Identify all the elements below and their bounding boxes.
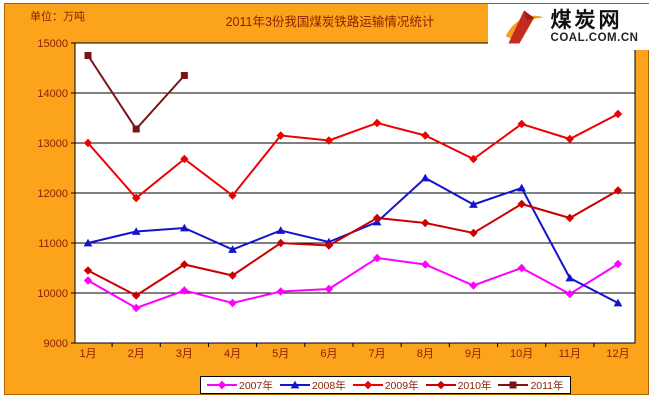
series-marker-2008年 (517, 183, 527, 192)
series-marker-2010年 (421, 218, 430, 228)
series-marker-2008年 (228, 245, 237, 253)
x-axis-label: 7月 (369, 348, 386, 360)
series-marker-2010年 (180, 260, 189, 269)
x-axis-label: 9月 (465, 348, 482, 360)
y-axis-label: 11000 (38, 238, 68, 250)
series-marker-2007年 (421, 260, 430, 269)
series-marker-2007年 (469, 281, 478, 290)
series-marker-2009年 (565, 134, 575, 144)
unit-label: 单位：万吨 (30, 11, 85, 23)
legend-marker-icon (352, 380, 383, 390)
y-axis-label: 10000 (37, 288, 68, 300)
series-marker-2010年 (372, 213, 382, 223)
series-marker-2009年 (469, 154, 478, 164)
coal-site-logo: 煤炭网 COAL.COM.CN (488, 4, 652, 50)
series-marker-2009年 (83, 138, 93, 148)
series-marker-2007年 (372, 253, 382, 263)
y-axis-label: 9000 (44, 338, 68, 350)
series-marker-2009年 (421, 131, 430, 140)
series-marker-2010年 (83, 266, 93, 275)
x-axis-label: 3月 (176, 348, 193, 360)
series-marker-2010年 (613, 186, 623, 195)
series-marker-2007年 (613, 259, 623, 269)
legend-marker-icon (425, 380, 456, 390)
legend-marker-icon (498, 381, 529, 389)
series-marker-2008年 (276, 226, 286, 234)
logo-text: 煤炭网 COAL.COM.CN (551, 10, 639, 45)
series-marker-2009年 (180, 154, 189, 164)
coal-logo-mark-icon (505, 10, 544, 44)
x-axis-label: 12月 (606, 348, 629, 360)
legend-label: 2009年 (384, 379, 419, 392)
series-marker-2011年 (84, 52, 92, 59)
logo-brand-text: 煤炭网 (550, 8, 623, 32)
series-marker-2009年 (372, 118, 382, 128)
x-axis-label: 1月 (79, 348, 96, 360)
series-marker-2008年 (565, 273, 575, 282)
series-marker-2008年 (131, 227, 141, 235)
series-marker-2007年 (517, 263, 526, 273)
legend-item-2007年: 2007年 (207, 378, 273, 393)
legend-item-2008年: 2008年 (279, 378, 346, 393)
x-axis-label: 5月 (272, 348, 289, 360)
series-line-2009年 (87, 113, 619, 200)
x-axis-label: 4月 (224, 348, 241, 360)
x-axis-label: 10月 (510, 348, 533, 360)
chart-title: 2011年3份我国煤炭铁路运输情况统计 (225, 15, 435, 29)
series-marker-2010年 (565, 213, 575, 223)
series-marker-2011年 (180, 72, 188, 79)
legend-marker-icon (207, 380, 237, 390)
series-marker-2008年 (469, 200, 478, 208)
series-marker-2009年 (324, 136, 334, 145)
series-marker-2007年 (228, 298, 237, 308)
series-marker-2007年 (565, 289, 575, 299)
y-axis-label: 13000 (37, 138, 68, 150)
series-marker-2010年 (517, 199, 526, 209)
series-marker-2009年 (228, 191, 237, 200)
series-line-2010年 (87, 189, 619, 297)
logo-domain-text: COAL.COM.CN (550, 31, 639, 44)
series-marker-2008年 (83, 238, 93, 247)
series-marker-2008年 (613, 298, 623, 307)
legend-item-2010年: 2010年 (425, 378, 492, 393)
series-marker-2009年 (517, 119, 526, 129)
series-marker-2010年 (469, 228, 478, 238)
series-marker-2010年 (324, 241, 334, 250)
series-line-2007年 (87, 256, 619, 310)
x-axis-label: 8月 (417, 348, 434, 360)
series-marker-2008年 (420, 173, 430, 182)
series-marker-2011年 (132, 125, 140, 133)
series-marker-2007年 (131, 303, 141, 313)
logo-flag-shape (523, 10, 534, 21)
series-marker-2010年 (131, 291, 141, 300)
y-axis-label: 15000 (37, 38, 68, 50)
series-marker-2010年 (228, 271, 237, 280)
chart-legend: 2007年 2008年 2009年 2010年 2011年 (200, 376, 571, 394)
x-axis-label: 2月 (128, 348, 145, 360)
legend-label: 2008年 (311, 379, 346, 392)
series-marker-2009年 (131, 193, 141, 203)
legend-label: 2010年 (457, 379, 492, 392)
series-marker-2007年 (276, 287, 285, 296)
series-marker-2007年 (180, 286, 189, 295)
legend-item-2011年: 2011年 (498, 378, 564, 393)
series-marker-2009年 (276, 131, 285, 140)
series-marker-2007年 (83, 276, 93, 285)
x-axis-label: 6月 (320, 348, 337, 360)
legend-item-2009年: 2009年 (352, 378, 419, 393)
legend-marker-icon (279, 380, 310, 389)
legend-label: 2011年 (530, 379, 564, 392)
y-axis-label: 12000 (37, 188, 68, 200)
series-marker-2007年 (324, 284, 334, 294)
x-axis-label: 11月 (559, 348, 581, 360)
series-marker-2008年 (179, 223, 189, 232)
y-axis-label: 14000 (37, 88, 68, 100)
series-marker-2010年 (276, 238, 285, 248)
legend-label: 2007年 (239, 379, 273, 392)
series-marker-2009年 (613, 109, 623, 119)
